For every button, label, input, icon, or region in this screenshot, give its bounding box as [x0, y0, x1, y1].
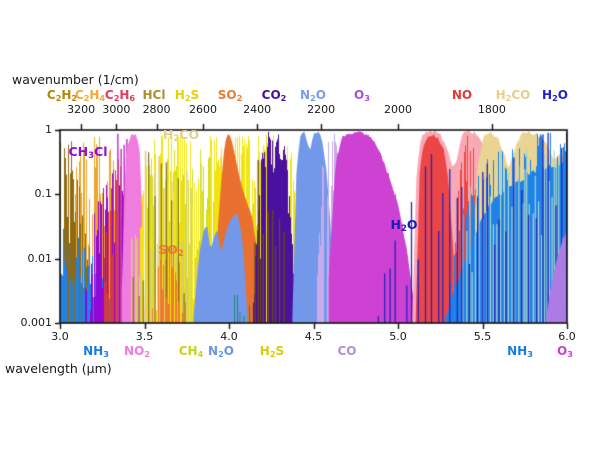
- top-label-hcl: HCl: [142, 88, 166, 102]
- top-label-o3: O3: [354, 88, 370, 103]
- y-tick-1: 1: [45, 123, 52, 136]
- top-tick-2600: 2600: [189, 103, 217, 116]
- top-label-so2: SO2: [217, 88, 243, 103]
- bottom-label-o3: O3: [557, 344, 573, 359]
- bottom-tick-5.0: 5.0: [389, 330, 407, 343]
- top-label-c2h2: C2H2: [46, 88, 78, 103]
- top-tick-2200: 2200: [307, 103, 336, 116]
- plot-label-h2co: H2CO: [162, 127, 200, 144]
- top-tick-2000: 2000: [384, 103, 412, 116]
- top-tick-2800: 2800: [142, 103, 171, 116]
- bottom-tick-4.5: 4.5: [304, 330, 323, 343]
- top-tick-1800: 1800: [477, 103, 506, 116]
- y-tick-0.1: 0.1: [34, 187, 53, 201]
- top-label-c2h4: C2H4: [74, 88, 106, 103]
- plot-label-so2: SO2: [158, 242, 184, 259]
- top-label-co2: CO2: [261, 88, 287, 103]
- bottom-label-h2s: H2S: [259, 344, 285, 359]
- plot-label-ch3cl: CH3Cl: [68, 144, 108, 161]
- top-label-no: NO: [451, 88, 473, 102]
- bottom-label-nh3: NH3: [507, 344, 533, 359]
- bottom-tick-3.5: 3.5: [135, 330, 154, 343]
- top-label-h2o: H2O: [542, 88, 568, 103]
- bottom-tick-6.0: 6.0: [558, 330, 576, 343]
- top-tick-3000: 3000: [102, 103, 131, 116]
- top-tick-3200: 3200: [67, 103, 96, 116]
- top-label-c2h6: C2H6: [104, 88, 136, 103]
- bottom-label-no2: NO2: [124, 344, 150, 359]
- top-axis-title: wavenumber (1/cm): [12, 72, 139, 87]
- top-tick-2400: 2400: [243, 103, 272, 116]
- bottom-axis-title: wavelength (μm): [5, 361, 112, 376]
- plot-label-h2o: H2O: [390, 217, 418, 234]
- bottom-label-n2o: N2O: [208, 344, 234, 359]
- bottom-label-co: CO: [337, 344, 357, 358]
- top-label-h2s: H2S: [174, 88, 200, 103]
- bottom-label-nh3: NH3: [83, 344, 109, 359]
- bottom-tick-4.0: 4.0: [220, 330, 238, 343]
- top-label-h2co: H2CO: [495, 88, 531, 103]
- bottom-label-ch4: CH4: [178, 344, 204, 359]
- y-tick-0.001: 0.001: [20, 316, 53, 329]
- y-tick-0.01: 0.01: [27, 251, 53, 265]
- bottom-tick-5.5: 5.5: [473, 330, 492, 343]
- bottom-tick-3.0: 3.0: [51, 330, 69, 343]
- top-label-n2o: N2O: [300, 88, 326, 103]
